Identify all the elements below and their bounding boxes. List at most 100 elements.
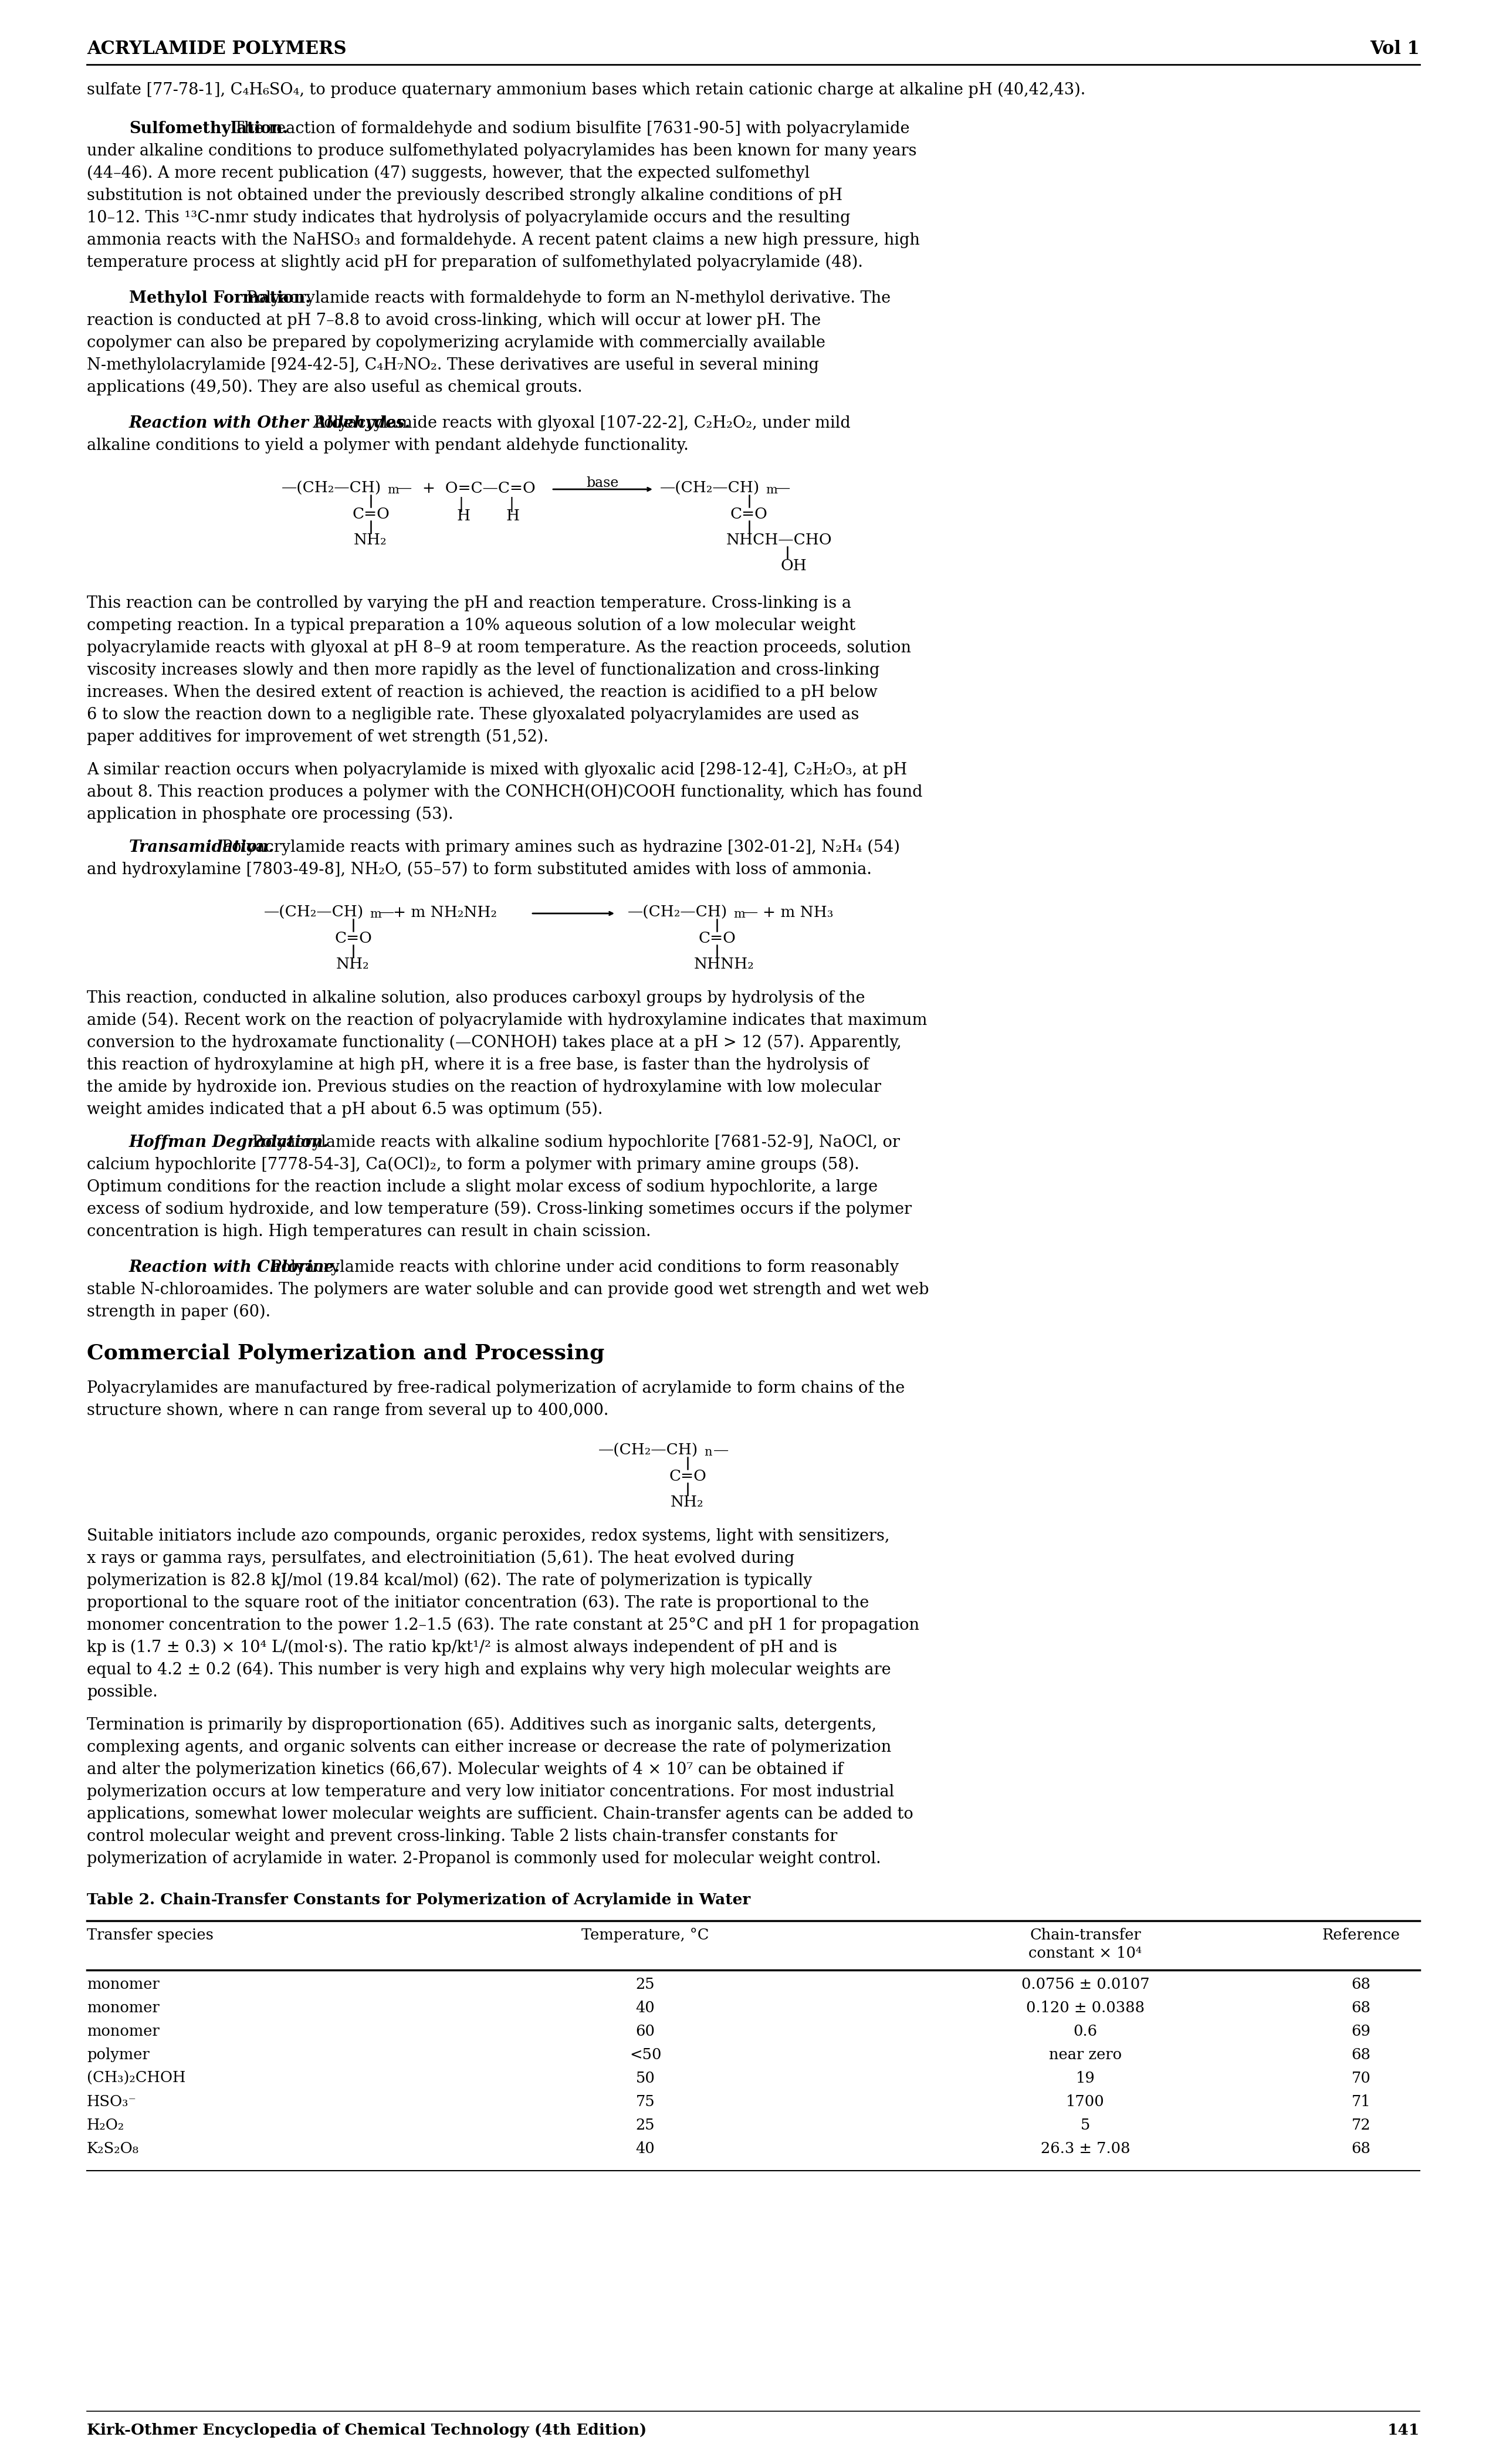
Text: Vol 1: Vol 1 — [1370, 39, 1420, 59]
Text: Kirk-Othmer Encyclopedia of Chemical Technology (4th Edition): Kirk-Othmer Encyclopedia of Chemical Tec… — [87, 2422, 646, 2437]
Text: <50: <50 — [630, 2048, 661, 2062]
Text: excess of sodium hydroxide, and low temperature (59). Cross-linking sometimes oc: excess of sodium hydroxide, and low temp… — [87, 1202, 911, 1217]
Text: 75: 75 — [636, 2094, 655, 2109]
Text: Temperature, °C: Temperature, °C — [582, 1927, 709, 1942]
Text: 25: 25 — [636, 1976, 655, 1991]
Text: the amide by hydroxide ion. Previous studies on the reaction of hydroxylamine wi: the amide by hydroxide ion. Previous stu… — [87, 1079, 881, 1096]
Text: calcium hypochlorite [7778-54-3], Ca(OCl)₂, to form a polymer with primary amine: calcium hypochlorite [7778-54-3], Ca(OCl… — [87, 1158, 859, 1173]
Text: Table 2. Chain-Transfer Constants for Polymerization of Acrylamide in Water: Table 2. Chain-Transfer Constants for Po… — [87, 1892, 751, 1907]
Text: +  O=C—C=O: + O=C—C=O — [422, 480, 536, 495]
Text: Reference: Reference — [1322, 1927, 1400, 1942]
Text: A similar reaction occurs when polyacrylamide is mixed with glyoxalic acid [298-: A similar reaction occurs when polyacryl… — [87, 761, 907, 779]
Text: polymerization occurs at low temperature and very low initiator concentrations. : polymerization occurs at low temperature… — [87, 1784, 895, 1799]
Text: 68: 68 — [1351, 2048, 1370, 2062]
Text: 68: 68 — [1351, 1976, 1370, 1991]
Text: proportional to the square root of the initiator concentration (63). The rate is: proportional to the square root of the i… — [87, 1594, 869, 1611]
Text: viscosity increases slowly and then more rapidly as the level of functionalizati: viscosity increases slowly and then more… — [87, 663, 880, 678]
Text: C=O: C=O — [669, 1469, 706, 1483]
Text: H: H — [506, 508, 521, 522]
Text: Methylol Formation.: Methylol Formation. — [129, 291, 311, 306]
Text: monomer concentration to the power 1.2–1.5 (63). The rate constant at 25°C and p: monomer concentration to the power 1.2–1… — [87, 1616, 920, 1634]
Text: 50: 50 — [636, 2070, 655, 2085]
Text: Transamidation.: Transamidation. — [129, 840, 275, 855]
Text: equal to 4.2 ± 0.2 (64). This number is very high and explains why very high mol: equal to 4.2 ± 0.2 (64). This number is … — [87, 1663, 892, 1678]
Text: H₂O₂: H₂O₂ — [87, 2119, 124, 2131]
Text: C=O: C=O — [730, 508, 767, 522]
Text: under alkaline conditions to produce sulfomethylated polyacrylamides has been kn: under alkaline conditions to produce sul… — [87, 143, 917, 160]
Text: control molecular weight and prevent cross-linking. Table 2 lists chain-transfer: control molecular weight and prevent cro… — [87, 1828, 838, 1846]
Text: (CH₃)₂CHOH: (CH₃)₂CHOH — [87, 2070, 186, 2085]
Text: 0.120 ± 0.0388: 0.120 ± 0.0388 — [1026, 2001, 1144, 2016]
Text: kp is (1.7 ± 0.3) × 10⁴ L/(mol·s). The ratio kp/kt¹/² is almost always independe: kp is (1.7 ± 0.3) × 10⁴ L/(mol·s). The r… — [87, 1639, 838, 1656]
Text: —(CH₂—CH): —(CH₂—CH) — [281, 480, 381, 495]
Text: 141: 141 — [1387, 2422, 1420, 2437]
Text: m: m — [370, 909, 381, 919]
Text: and alter the polymerization kinetics (66,67). Molecular weights of 4 × 10⁷ can : and alter the polymerization kinetics (6… — [87, 1762, 844, 1779]
Text: 1700: 1700 — [1067, 2094, 1104, 2109]
Text: —: — — [378, 904, 395, 919]
Text: —: — — [396, 480, 411, 495]
Text: 25: 25 — [636, 2119, 655, 2131]
Text: —: — — [775, 480, 790, 495]
Text: Polyacrylamides are manufactured by free-radical polymerization of acrylamide to: Polyacrylamides are manufactured by free… — [87, 1380, 905, 1397]
Text: n: n — [705, 1446, 712, 1459]
Text: C=O: C=O — [699, 931, 736, 946]
Text: complexing agents, and organic solvents can either increase or decrease the rate: complexing agents, and organic solvents … — [87, 1740, 892, 1754]
Text: NHNH₂: NHNH₂ — [694, 956, 754, 971]
Text: Optimum conditions for the reaction include a slight molar excess of sodium hypo: Optimum conditions for the reaction incl… — [87, 1180, 878, 1195]
Text: Polyacrylamide reacts with chlorine under acid conditions to form reasonably: Polyacrylamide reacts with chlorine unde… — [271, 1259, 899, 1276]
Text: NH₂: NH₂ — [337, 956, 370, 971]
Text: —(CH₂—CH): —(CH₂—CH) — [598, 1444, 699, 1459]
Text: amide (54). Recent work on the reaction of polyacrylamide with hydroxylamine ind: amide (54). Recent work on the reaction … — [87, 1013, 928, 1027]
Text: Reaction with Chlorine.: Reaction with Chlorine. — [129, 1259, 340, 1276]
Text: strength in paper (60).: strength in paper (60). — [87, 1303, 271, 1321]
Text: near zero: near zero — [1049, 2048, 1122, 2062]
Text: monomer: monomer — [87, 1976, 160, 1991]
Text: sulfate [77-78-1], C₄H₆SO₄, to produce quaternary ammonium bases which retain ca: sulfate [77-78-1], C₄H₆SO₄, to produce q… — [87, 81, 1086, 99]
Text: NH₂: NH₂ — [353, 532, 387, 547]
Text: + m NH₃: + m NH₃ — [763, 904, 833, 919]
Text: C=O: C=O — [335, 931, 373, 946]
Text: application in phosphate ore processing (53).: application in phosphate ore processing … — [87, 806, 453, 823]
Text: applications (49,50). They are also useful as chemical grouts.: applications (49,50). They are also usef… — [87, 379, 582, 397]
Text: polymerization of acrylamide in water. 2-Propanol is commonly used for molecular: polymerization of acrylamide in water. 2… — [87, 1850, 881, 1868]
Text: concentration is high. High temperatures can result in chain scission.: concentration is high. High temperatures… — [87, 1225, 651, 1239]
Text: Transfer species: Transfer species — [87, 1927, 214, 1942]
Text: 0.6: 0.6 — [1073, 2023, 1098, 2038]
Text: 10–12. This ¹³C-nmr study indicates that hydrolysis of polyacrylamide occurs and: 10–12. This ¹³C-nmr study indicates that… — [87, 209, 850, 227]
Text: 72: 72 — [1351, 2119, 1370, 2131]
Text: polyacrylamide reacts with glyoxal at pH 8–9 at room temperature. As the reactio: polyacrylamide reacts with glyoxal at pH… — [87, 641, 911, 655]
Text: —: — — [742, 904, 758, 919]
Text: monomer: monomer — [87, 2001, 160, 2016]
Text: |: | — [459, 498, 464, 513]
Text: applications, somewhat lower molecular weights are sufficient. Chain-transfer ag: applications, somewhat lower molecular w… — [87, 1806, 913, 1823]
Text: 40: 40 — [636, 2141, 655, 2156]
Text: x rays or gamma rays, persulfates, and electroinitiation (5,61). The heat evolve: x rays or gamma rays, persulfates, and e… — [87, 1550, 794, 1567]
Text: HSO₃⁻: HSO₃⁻ — [87, 2094, 136, 2109]
Text: m: m — [733, 909, 745, 919]
Text: stable N-chloroamides. The polymers are water soluble and can provide good wet s: stable N-chloroamides. The polymers are … — [87, 1281, 929, 1299]
Text: 71: 71 — [1351, 2094, 1370, 2109]
Text: paper additives for improvement of wet strength (51,52).: paper additives for improvement of wet s… — [87, 729, 549, 744]
Text: C=O: C=O — [352, 508, 389, 522]
Text: conversion to the hydroxamate functionality (—CONHOH) takes place at a pH > 12 (: conversion to the hydroxamate functional… — [87, 1035, 902, 1052]
Text: Reaction with Other Aldehydes.: Reaction with Other Aldehydes. — [129, 416, 411, 431]
Text: constant × 10⁴: constant × 10⁴ — [1029, 1947, 1141, 1961]
Text: —: — — [714, 1444, 729, 1459]
Text: alkaline conditions to yield a polymer with pendant aldehyde functionality.: alkaline conditions to yield a polymer w… — [87, 439, 688, 453]
Text: —(CH₂—CH): —(CH₂—CH) — [660, 480, 760, 495]
Text: This reaction, conducted in alkaline solution, also produces carboxyl groups by : This reaction, conducted in alkaline sol… — [87, 991, 865, 1005]
Text: 19: 19 — [1076, 2070, 1095, 2085]
Text: m: m — [766, 485, 778, 495]
Text: NHCH—CHO: NHCH—CHO — [726, 532, 832, 547]
Text: The reaction of formaldehyde and sodium bisulfite [7631-90-5] with polyacrylamid: The reaction of formaldehyde and sodium … — [233, 121, 910, 136]
Text: NH₂: NH₂ — [670, 1496, 703, 1510]
Text: competing reaction. In a typical preparation a 10% aqueous solution of a low mol: competing reaction. In a typical prepara… — [87, 618, 856, 633]
Text: temperature process at slightly acid pH for preparation of sulfomethylated polya: temperature process at slightly acid pH … — [87, 254, 863, 271]
Text: —(CH₂—CH): —(CH₂—CH) — [628, 904, 727, 919]
Text: this reaction of hydroxylamine at high pH, where it is a free base, is faster th: this reaction of hydroxylamine at high p… — [87, 1057, 869, 1072]
Text: about 8. This reaction produces a polymer with the CONHCH(OH)COOH functionality,: about 8. This reaction produces a polyme… — [87, 784, 923, 801]
Text: Chain-transfer: Chain-transfer — [1029, 1927, 1141, 1942]
Text: Termination is primarily by disproportionation (65). Additives such as inorganic: Termination is primarily by disproportio… — [87, 1717, 877, 1732]
Text: Polyacrylamide reacts with formaldehyde to form an N-methylol derivative. The: Polyacrylamide reacts with formaldehyde … — [247, 291, 890, 306]
